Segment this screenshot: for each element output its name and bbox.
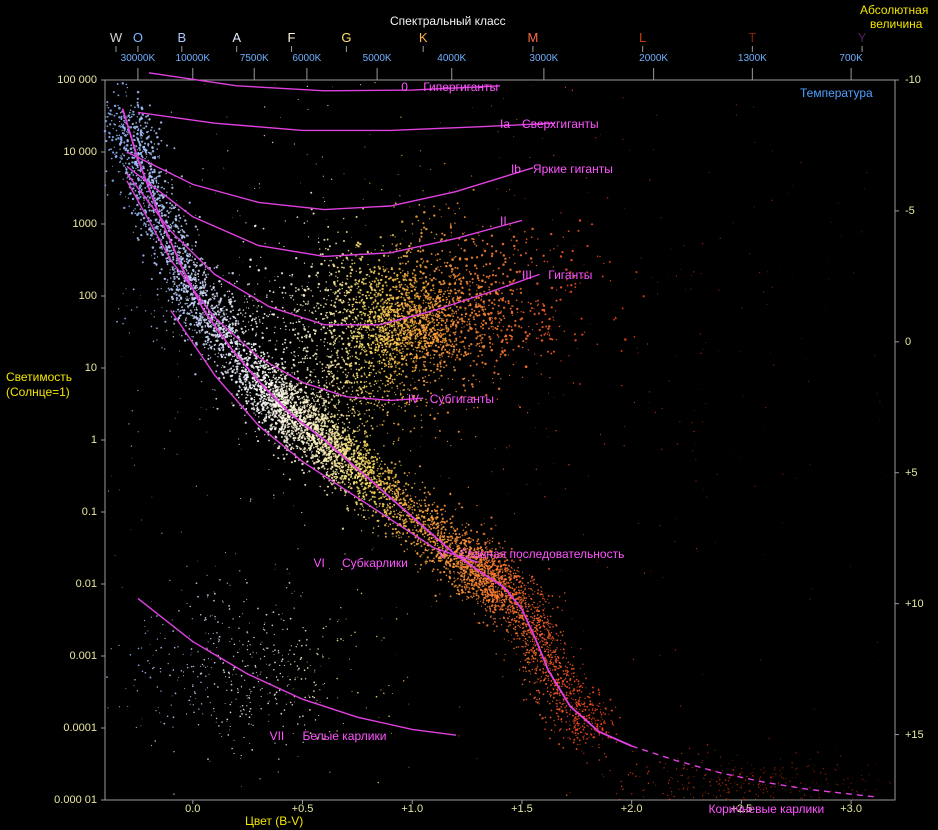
- star-cloud: [104, 82, 891, 801]
- curve-VII: [138, 598, 456, 735]
- luminosity-curves: [123, 73, 878, 797]
- hr-diagram: Спектральный классАбсолютнаявеличинаТемп…: [0, 0, 938, 830]
- curve-Ia: [138, 112, 555, 130]
- curve-V: [123, 109, 632, 746]
- plot-canvas: [0, 0, 938, 830]
- curve-brown-dwarf: [632, 746, 878, 797]
- curve-Ib: [127, 152, 533, 210]
- curve-III: [127, 174, 540, 325]
- curve-0: [149, 73, 500, 91]
- curve-II: [127, 166, 522, 256]
- plot-frame: [105, 80, 895, 800]
